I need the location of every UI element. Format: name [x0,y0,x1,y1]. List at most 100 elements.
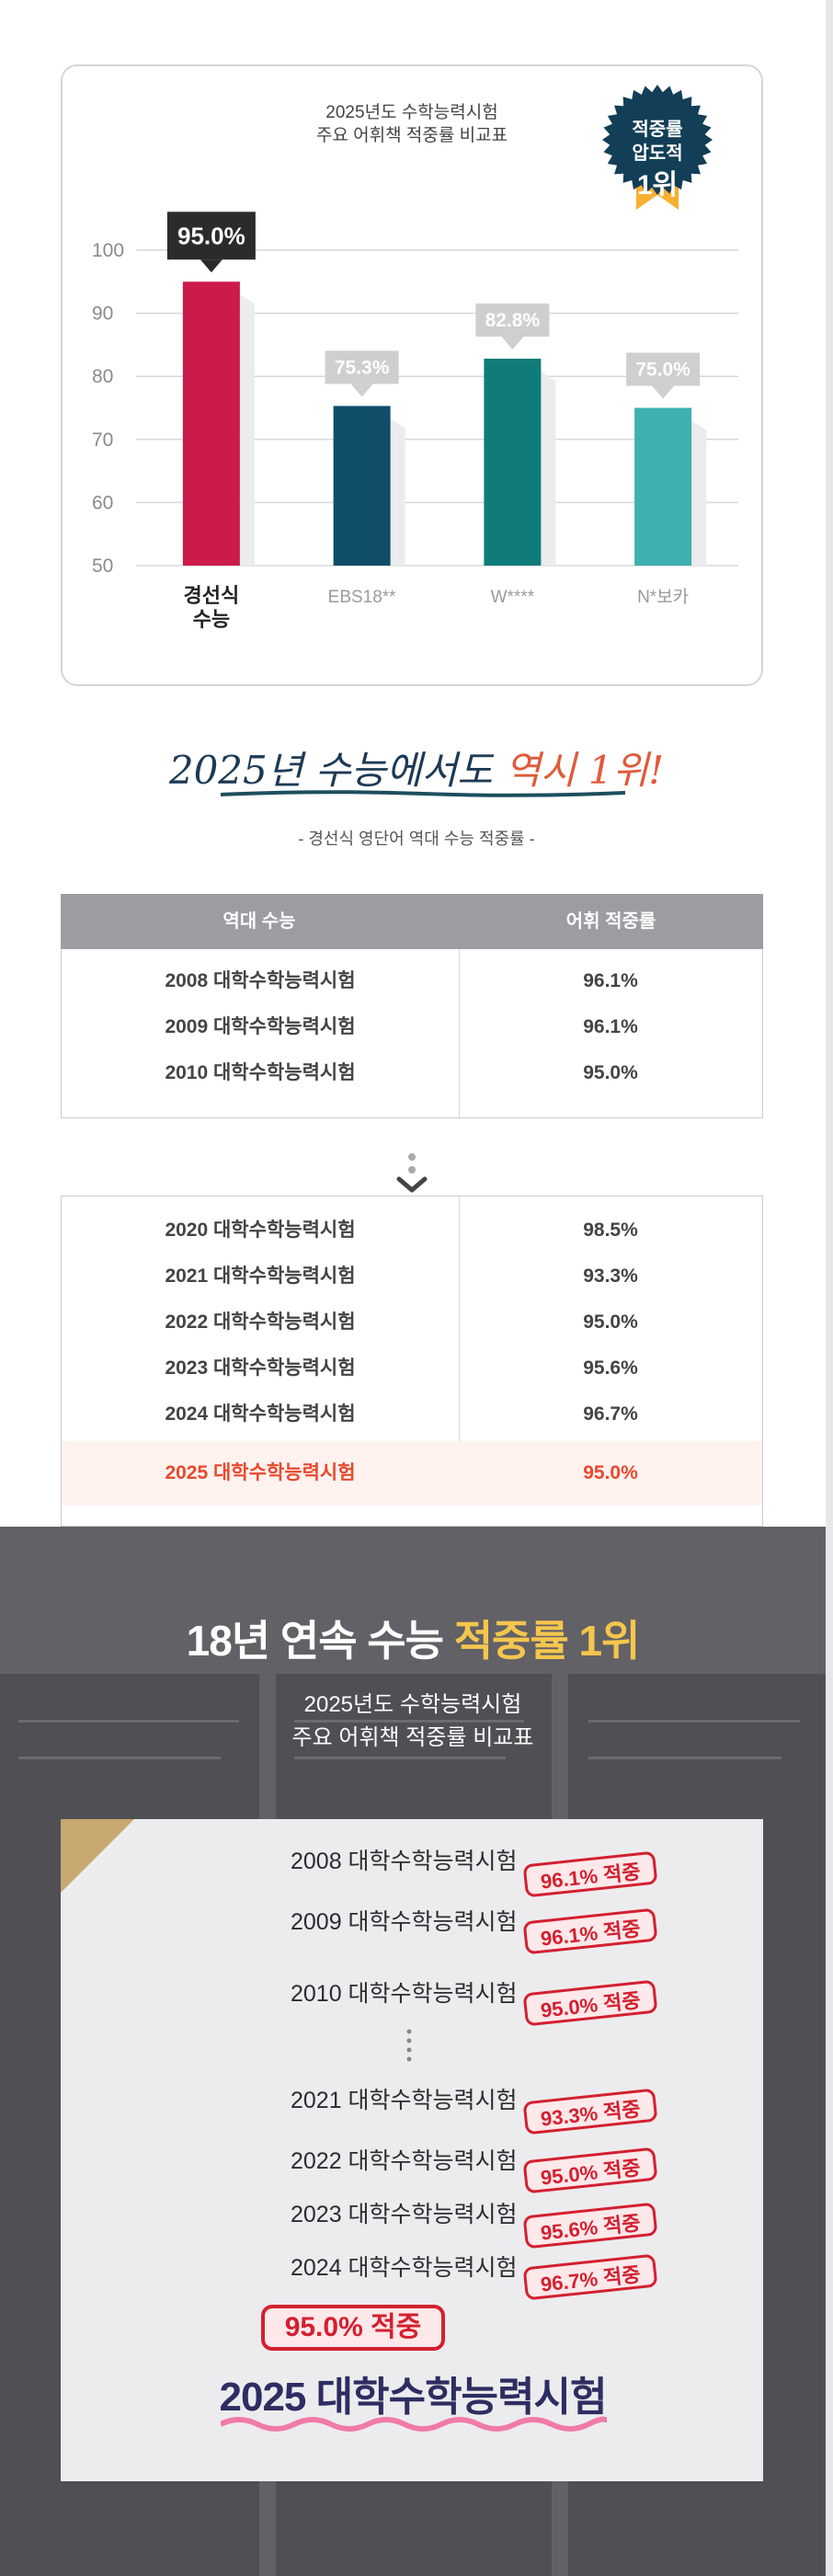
rank-badge: 적중률 압도적 1위 [588,75,726,213]
data-label-box [626,352,701,386]
row-year: 2022 대학수학능력시험 [165,1311,356,1333]
badge-star [602,85,713,195]
row-year: 2020 대학수학능력시험 [165,1219,356,1241]
bar [634,407,692,566]
row-rate: 96.1% [583,970,638,991]
data-label-pointer [200,259,223,273]
badge-line1: 적중률 [632,120,683,140]
bar-shadow [239,294,255,566]
row-rate: 98.5% [583,1219,638,1241]
achievement-title: 18년 연속 수능 적중률 1위 [0,1608,826,1668]
y-tick-label: 70 [92,429,113,451]
table-row-highlight: 2025 대학수학능력시험 95.0% [62,1441,762,1506]
exam-label: 2024 대학수학능력시험 [291,2255,518,2281]
row-rate: 95.0% [583,1462,638,1483]
badge-shape [602,85,713,210]
x-tick-label: N*보카 [637,587,689,607]
y-tick-label: 50 [92,555,113,577]
achievement-title-highlight: 적중률 1위 [453,1617,641,1665]
heading-prefix: 2025년 수능에서도 [168,748,506,793]
final-title-underline [221,2416,607,2432]
achievement-subtitle-line2: 주요 어휘책 적중률 비교표 [291,1725,534,1750]
row-rate: 96.7% [583,1403,638,1425]
final-exam-title: 2025 대학수학능력시험 [219,2375,608,2420]
section-heading: 2025년 수능에서도 역시 1위! [0,739,833,796]
x-tick-label: EBS18** [328,588,397,607]
row-year: 2024 대학수학능력시험 [165,1403,356,1425]
section-subcaption: - 경선식 영단어 역대 수능 적중률 - [298,830,535,848]
x-tick-label: 경선식 [184,584,240,607]
x-tick-label: W**** [491,588,535,607]
y-tick-label: 60 [92,492,113,513]
data-label-box [475,303,550,337]
table-group-recent: 2020 대학수학능력시험 98.5% 2021 대학수학능력시험 93.3% … [61,1196,763,1527]
exam-label: 2022 대학수학능력시험 [291,2148,518,2174]
table-row: 2021 대학수학능력시험 93.3% [62,1254,762,1299]
more-exams-indicator [406,2029,412,2062]
row-rate: 93.3% [583,1265,638,1287]
achievement-subtitle-line1: 2025년도 수학능력시험 [303,1692,522,1717]
row-rate: 95.6% [583,1357,638,1379]
column-divider [459,949,460,1117]
exam-label: 2023 대학수학능력시험 [291,2202,518,2227]
data-label-box [325,350,399,384]
bar [182,281,240,566]
chart-title-line2: 주요 어휘책 적중률 비교표 [315,126,508,145]
data-label-pointer [652,385,675,399]
page-scrollbar[interactable] [826,0,833,2576]
data-label: 75.0% [635,360,690,381]
badge-line3: 1위 [636,170,679,200]
table-row: 2008 대학수학능력시험 96.1% [62,958,762,1004]
heading-accent: 역시 1위! [505,748,665,793]
data-label-pointer [501,336,524,349]
table-row: 2010 대학수학능력시험 95.0% [62,1050,762,1096]
table-header: 역대 수능 어휘 적중률 [61,894,763,949]
achievement-section: 18년 연속 수능 적중률 1위 2025년도 수학능력시험 주요 어휘책 적중… [0,1527,826,2576]
results-card: 2008 대학수학능력시험 96.1% 적중 2009 대학수학능력시험 96.… [61,1819,763,2481]
badge-line2: 압도적 [632,143,683,164]
data-label: 75.3% [335,357,390,378]
row-year: 2021 대학수학능력시험 [165,1265,356,1287]
bar-shadow [390,418,405,566]
more-rows-indicator [396,1153,428,1193]
chart-title-line1: 2025년도 수학능력시험 [325,103,498,122]
exam-label: 2008 대학수학능력시험 [291,1849,518,1874]
y-tick-label: 100 [92,240,124,261]
row-rate: 95.0% [583,1062,638,1083]
row-rate: 96.1% [583,1016,638,1037]
row-year: 2023 대학수학능력시험 [165,1357,356,1379]
data-label-box [166,212,256,260]
bar [333,406,391,566]
row-year: 2009 대학수학능력시험 [165,1016,356,1037]
row-year: 2008 대학수학능력시험 [165,970,356,991]
header-rate: 어휘 적중률 [565,911,656,932]
bar-shadow [541,371,556,566]
heading-underline [221,790,625,797]
table-row: 2020 대학수학능력시험 98.5% [62,1208,762,1254]
comparison-chart-card: 2025년도 수학능력시험 주요 어휘책 적중률 비교표 50 60 70 80 90 1… [61,64,763,686]
data-label: 95.0% [177,222,245,249]
achievement-subtitle: 2025년도 수학능력시험 주요 어휘책 적중률 비교표 [0,1689,826,1755]
x-tick-label: 수능 [193,608,230,631]
bar-shadow [691,420,707,566]
exam-label: 2010 대학수학능력시험 [291,1981,518,2007]
column-divider [459,1196,460,1445]
exam-label: 2021 대학수학능력시험 [291,2088,518,2113]
table-row: 2022 대학수학능력시험 95.0% [62,1299,762,1345]
exam-label: 2009 대학수학능력시험 [291,1909,518,1935]
table-row: 2009 대학수학능력시험 96.1% [62,1004,762,1050]
chart-title: 2025년도 수학능력시험 주요 어휘책 적중률 비교표 [63,101,761,147]
row-year: 2025 대학수학능력시험 [165,1462,356,1483]
row-rate: 95.0% [583,1311,638,1333]
card-corner-fold [61,1819,134,1893]
final-hit-rate-stamp: 95.0% 적중 [261,2305,445,2351]
y-tick-label: 90 [92,303,113,325]
data-label-pointer [350,384,373,397]
y-tick-label: 80 [92,366,113,387]
header-year: 역대 수능 [223,911,296,932]
bar [484,358,542,566]
table-group-early: 2008 대학수학능력시험 96.1% 2009 대학수학능력시험 96.1% … [61,949,763,1118]
achievement-title-main: 18년 연속 수능 [186,1617,454,1665]
table-row: 2024 대학수학능력시험 96.7% [62,1391,762,1437]
